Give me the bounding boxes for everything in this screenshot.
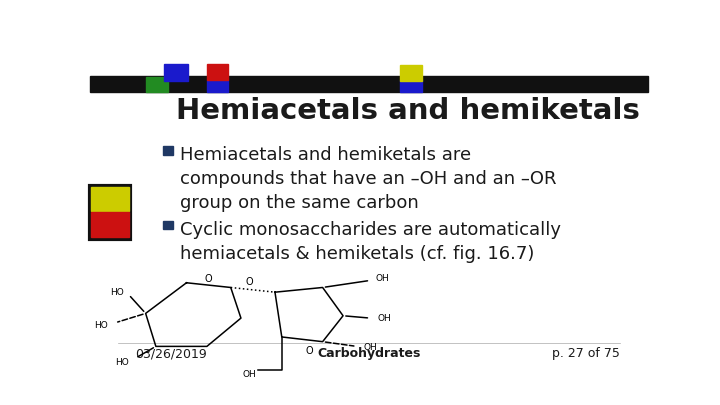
Text: p. 27 of 75: p. 27 of 75 <box>552 347 620 360</box>
Bar <box>91 187 129 211</box>
Bar <box>145 77 168 92</box>
Text: OH: OH <box>377 313 391 323</box>
Text: 03/26/2019: 03/26/2019 <box>135 347 207 360</box>
Bar <box>90 76 648 92</box>
Bar <box>400 65 422 81</box>
Text: Carbohydrates: Carbohydrates <box>318 347 420 360</box>
Text: Cyclic monosaccharides are automatically
hemiacetals & hemiketals (cf. fig. 16.7: Cyclic monosaccharides are automatically… <box>181 221 562 263</box>
Text: OH: OH <box>375 273 389 283</box>
Bar <box>400 80 422 92</box>
Bar <box>91 212 129 237</box>
Bar <box>163 221 173 230</box>
Text: OH: OH <box>243 370 256 379</box>
Text: OH: OH <box>364 343 377 352</box>
Text: Hemiacetals and hemiketals: Hemiacetals and hemiketals <box>176 97 640 125</box>
Text: O: O <box>204 274 212 284</box>
Bar <box>163 64 188 81</box>
Text: HO: HO <box>115 358 129 367</box>
Text: O: O <box>246 277 253 287</box>
Text: Hemiacetals and hemiketals are
compounds that have an –OH and an –OR
group on th: Hemiacetals and hemiketals are compounds… <box>181 146 557 213</box>
Text: HO: HO <box>94 321 108 330</box>
Text: O: O <box>305 346 312 356</box>
Bar <box>90 186 130 239</box>
Text: HO: HO <box>110 288 124 297</box>
Bar <box>207 64 228 80</box>
Bar <box>163 146 173 155</box>
Bar <box>207 80 228 92</box>
